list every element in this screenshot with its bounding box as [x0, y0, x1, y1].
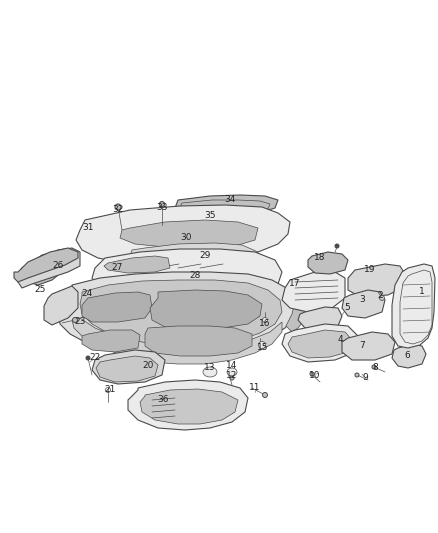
Polygon shape [92, 249, 282, 305]
Ellipse shape [86, 356, 90, 360]
Ellipse shape [258, 342, 265, 349]
Text: 25: 25 [34, 286, 46, 295]
Polygon shape [120, 220, 258, 248]
Ellipse shape [230, 376, 234, 380]
Polygon shape [298, 307, 342, 330]
Polygon shape [342, 290, 385, 318]
Text: 27: 27 [111, 263, 123, 272]
Ellipse shape [262, 392, 268, 398]
Text: 13: 13 [204, 364, 216, 373]
Ellipse shape [372, 365, 376, 369]
Polygon shape [282, 324, 358, 362]
Polygon shape [92, 350, 165, 384]
Polygon shape [128, 380, 248, 430]
Text: 3: 3 [359, 295, 365, 304]
Text: 33: 33 [156, 204, 168, 213]
Text: 12: 12 [226, 370, 238, 379]
Text: 36: 36 [157, 395, 169, 405]
Polygon shape [348, 264, 405, 297]
Polygon shape [342, 332, 395, 360]
Text: 20: 20 [142, 360, 154, 369]
Text: 19: 19 [364, 265, 376, 274]
Text: 24: 24 [81, 288, 92, 297]
Polygon shape [145, 326, 252, 356]
Polygon shape [392, 264, 435, 348]
Ellipse shape [335, 244, 339, 248]
Text: 29: 29 [199, 251, 211, 260]
Ellipse shape [203, 367, 217, 377]
Ellipse shape [115, 204, 121, 210]
Polygon shape [282, 272, 345, 312]
Polygon shape [82, 330, 140, 352]
Polygon shape [44, 286, 78, 325]
Text: 23: 23 [74, 318, 86, 327]
Polygon shape [308, 252, 348, 274]
Text: 15: 15 [257, 343, 269, 352]
Polygon shape [150, 290, 262, 329]
Polygon shape [18, 248, 80, 288]
Text: 31: 31 [82, 223, 94, 232]
Ellipse shape [159, 201, 165, 206]
Text: 10: 10 [309, 370, 321, 379]
Polygon shape [288, 330, 352, 358]
Polygon shape [72, 318, 282, 364]
Text: 6: 6 [404, 351, 410, 359]
Text: 5: 5 [344, 303, 350, 312]
Polygon shape [76, 205, 290, 264]
Polygon shape [392, 344, 426, 368]
Polygon shape [96, 356, 158, 382]
Text: 4: 4 [337, 335, 343, 344]
Ellipse shape [379, 295, 385, 301]
Text: 11: 11 [249, 384, 261, 392]
Text: 28: 28 [189, 271, 201, 279]
Polygon shape [22, 252, 62, 285]
Text: 18: 18 [314, 254, 326, 262]
Text: 7: 7 [359, 341, 365, 350]
Polygon shape [14, 248, 78, 282]
Text: 30: 30 [180, 233, 192, 243]
Ellipse shape [73, 318, 78, 322]
Text: 16: 16 [259, 319, 271, 327]
Polygon shape [82, 292, 152, 322]
Ellipse shape [355, 373, 359, 377]
Text: 17: 17 [289, 279, 301, 287]
Text: 35: 35 [204, 212, 216, 221]
Text: 34: 34 [224, 196, 236, 205]
Text: 14: 14 [226, 360, 238, 369]
Text: 2: 2 [377, 290, 383, 300]
Text: 32: 32 [112, 206, 124, 214]
Text: 9: 9 [362, 374, 368, 383]
Text: 1: 1 [419, 287, 425, 296]
Polygon shape [104, 256, 170, 273]
Text: 26: 26 [52, 261, 64, 270]
Text: 8: 8 [372, 364, 378, 373]
Text: 22: 22 [89, 353, 101, 362]
Text: 21: 21 [104, 385, 116, 394]
Polygon shape [175, 195, 278, 213]
Ellipse shape [227, 368, 237, 376]
Polygon shape [140, 389, 238, 424]
Polygon shape [286, 292, 310, 332]
Polygon shape [58, 272, 298, 354]
Ellipse shape [262, 318, 268, 322]
Polygon shape [130, 243, 258, 268]
Ellipse shape [310, 372, 314, 376]
Polygon shape [80, 280, 282, 347]
